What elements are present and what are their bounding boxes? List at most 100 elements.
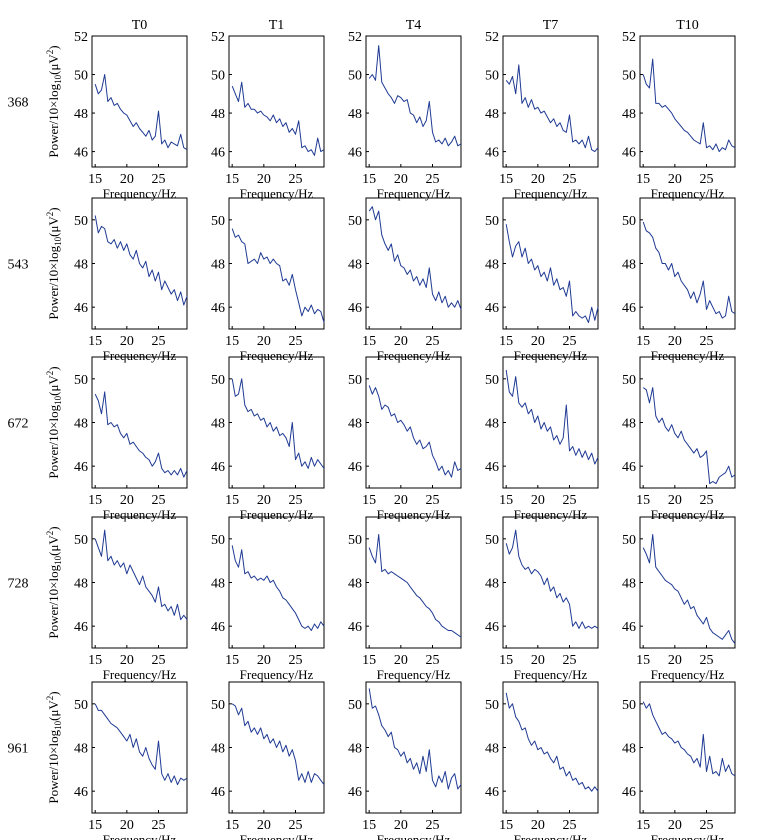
y-tick-label: 50	[74, 214, 88, 229]
y-tick-label: 50	[485, 373, 499, 388]
series-line-543-T0	[94, 215, 188, 306]
panel-frame-961-T0	[91, 681, 188, 814]
x-axis-label: Frequency/Hz	[240, 832, 314, 840]
panel-frame-728-T4	[365, 516, 462, 649]
y-tick-label: 50	[622, 698, 636, 713]
y-tick-label: 48	[348, 577, 362, 592]
x-tick-label: 25	[289, 334, 303, 349]
x-tick-label: 15	[499, 653, 513, 668]
x-tick-label: 15	[636, 172, 650, 187]
x-tick-label: 25	[152, 334, 166, 349]
series-line-961-T7	[505, 692, 599, 792]
row-label-543: 543	[8, 258, 29, 273]
y-tick-label: 46	[74, 146, 88, 161]
series-line-368-T0	[94, 74, 188, 151]
x-tick-label: 15	[362, 172, 376, 187]
x-axis-label: Frequency/Hz	[651, 832, 725, 840]
x-axis-label: Frequency/Hz	[103, 186, 177, 201]
y-tick-label: 48	[622, 107, 636, 122]
y-tick-label: 50	[622, 533, 636, 548]
panel-frame-543-T10	[639, 197, 736, 330]
y-tick-label: 46	[485, 620, 499, 635]
y-tick-label: 50	[485, 533, 499, 548]
series-line-728-T1	[231, 545, 325, 631]
series-line-672-T7	[505, 370, 599, 465]
y-tick-label: 46	[74, 301, 88, 316]
x-axis-label: Frequency/Hz	[103, 348, 177, 363]
x-tick-label: 20	[531, 818, 545, 833]
panel-frame-728-T0	[91, 516, 188, 649]
x-tick-label: 25	[700, 172, 714, 187]
y-tick-label: 50	[211, 214, 225, 229]
panel-frame-728-T7	[502, 516, 599, 649]
y-tick-label: 52	[485, 30, 499, 45]
x-axis-label: Frequency/Hz	[651, 507, 725, 522]
y-axis-label: Power/10×log10(μV2)	[45, 691, 63, 803]
x-tick-label: 25	[426, 334, 440, 349]
column-title-T10: T10	[676, 18, 699, 33]
panel-frame-368-T0	[91, 35, 188, 168]
x-tick-label: 20	[257, 653, 271, 668]
y-tick-label: 48	[348, 417, 362, 432]
x-tick-label: 25	[700, 334, 714, 349]
y-tick-label: 50	[211, 373, 225, 388]
y-tick-label: 48	[485, 107, 499, 122]
x-tick-label: 20	[531, 172, 545, 187]
x-tick-label: 15	[636, 818, 650, 833]
y-tick-label: 46	[622, 460, 636, 475]
x-tick-label: 20	[394, 334, 408, 349]
series-line-368-T4	[368, 45, 462, 147]
x-tick-label: 20	[531, 493, 545, 508]
y-tick-label: 48	[74, 577, 88, 592]
x-tick-label: 25	[426, 653, 440, 668]
y-tick-label: 52	[622, 30, 636, 45]
y-tick-label: 46	[348, 146, 362, 161]
x-axis-label: Frequency/Hz	[377, 348, 451, 363]
x-axis-label: Frequency/Hz	[377, 186, 451, 201]
x-tick-label: 15	[225, 334, 239, 349]
x-tick-label: 20	[120, 334, 134, 349]
x-axis-label: Frequency/Hz	[651, 348, 725, 363]
panel-frame-961-T4	[365, 681, 462, 814]
series-line-368-T1	[231, 81, 325, 156]
y-tick-label: 46	[211, 620, 225, 635]
x-axis-label: Frequency/Hz	[514, 667, 588, 682]
x-tick-label: 20	[668, 493, 682, 508]
y-tick-label: 46	[211, 785, 225, 800]
series-line-672-T1	[231, 378, 325, 469]
x-axis-label: Frequency/Hz	[240, 507, 314, 522]
y-tick-label: 48	[485, 577, 499, 592]
x-axis-label: Frequency/Hz	[514, 348, 588, 363]
series-line-543-T4	[368, 206, 462, 310]
y-tick-label: 46	[211, 146, 225, 161]
column-title-T7: T7	[543, 18, 559, 33]
x-axis-label: Frequency/Hz	[377, 667, 451, 682]
x-tick-label: 25	[563, 653, 577, 668]
y-tick-label: 50	[211, 69, 225, 84]
y-tick-label: 48	[211, 258, 225, 273]
x-tick-label: 25	[289, 653, 303, 668]
x-tick-label: 15	[362, 334, 376, 349]
row-label-368: 368	[8, 96, 29, 111]
x-tick-label: 15	[499, 172, 513, 187]
y-axis-label: Power/10×log10(μV2)	[45, 45, 63, 157]
y-tick-label: 50	[74, 69, 88, 84]
x-tick-label: 25	[563, 334, 577, 349]
y-tick-label: 52	[74, 30, 88, 45]
y-tick-label: 46	[622, 146, 636, 161]
x-tick-label: 15	[88, 172, 102, 187]
x-tick-label: 15	[225, 818, 239, 833]
x-tick-label: 15	[88, 493, 102, 508]
x-tick-label: 25	[152, 172, 166, 187]
y-tick-label: 48	[74, 107, 88, 122]
y-tick-label: 48	[485, 417, 499, 432]
x-tick-label: 15	[88, 653, 102, 668]
x-axis-label: Frequency/Hz	[514, 507, 588, 522]
y-tick-label: 46	[622, 620, 636, 635]
y-tick-label: 48	[211, 107, 225, 122]
x-tick-label: 15	[88, 334, 102, 349]
y-tick-label: 50	[622, 69, 636, 84]
x-tick-label: 20	[394, 653, 408, 668]
x-tick-label: 25	[289, 172, 303, 187]
